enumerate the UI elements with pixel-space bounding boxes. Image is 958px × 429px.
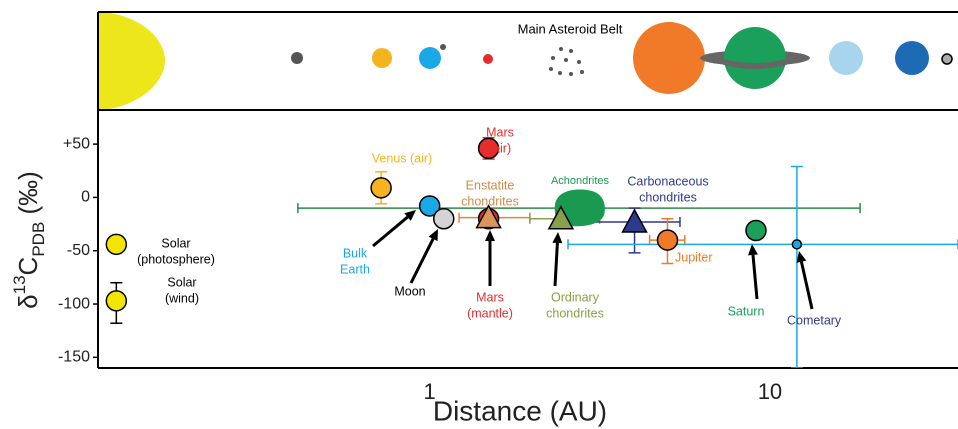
point xyxy=(477,137,500,160)
arrow-head xyxy=(796,251,807,263)
earth xyxy=(419,47,441,69)
y-tick-label: -50 xyxy=(67,242,90,259)
saturn-ring-front xyxy=(723,59,787,69)
point-label: Mars xyxy=(476,290,504,304)
point xyxy=(475,204,502,229)
point xyxy=(432,207,455,230)
y-tick-label: 0 xyxy=(81,189,90,206)
point-label: Moon xyxy=(394,284,425,298)
point-label: (mantle) xyxy=(467,306,513,320)
point-label: Cometary xyxy=(787,313,842,327)
arrow-shaft xyxy=(799,261,814,310)
y-axis-label-part: C xyxy=(13,257,43,276)
point-label: chondrites xyxy=(639,190,697,204)
arrow-shaft xyxy=(372,215,409,248)
point-label: Enstatite xyxy=(466,178,515,192)
arrow-head xyxy=(404,210,416,221)
sun xyxy=(99,13,165,109)
mercury xyxy=(291,52,303,64)
point xyxy=(547,205,575,230)
point-label: Carbonaceous xyxy=(627,174,708,188)
y-axis-label-part: 13 xyxy=(10,275,29,294)
point-label: (wind) xyxy=(165,291,199,305)
labels: Solar (photosphere) Solar (wind) Venus (air)… xyxy=(137,125,842,327)
neptune xyxy=(895,41,929,75)
y-tick-label: -150 xyxy=(58,349,90,366)
point xyxy=(418,195,441,217)
error-bars xyxy=(110,136,958,368)
y-axis-label: δ13CPDB (‰) xyxy=(10,171,48,309)
arrow-head xyxy=(748,244,758,256)
point-label: Bulk xyxy=(343,246,368,260)
moon xyxy=(440,44,446,50)
point-label: Ordinary xyxy=(551,290,600,304)
saturn xyxy=(724,27,786,89)
x-tick-label: 10 xyxy=(758,379,782,404)
point-label: chondrites xyxy=(461,194,519,208)
point-label: Venus (air) xyxy=(372,151,432,165)
point xyxy=(105,290,128,312)
pluto xyxy=(941,53,953,65)
arrow-head xyxy=(428,229,438,242)
y-axis-label-part: δ xyxy=(13,294,43,308)
solar-system-banner: Main Asteroid Belt xyxy=(97,11,958,110)
point-label: Solar xyxy=(167,275,196,289)
arrow-shaft xyxy=(409,238,435,284)
point-label: Saturn xyxy=(728,304,765,318)
point-label: Solar xyxy=(161,236,190,250)
point-label: Earth xyxy=(340,262,370,276)
point-label: (air) xyxy=(489,141,511,155)
y-axis-label-part: PDB xyxy=(29,222,48,257)
point xyxy=(745,219,767,242)
arrow-head xyxy=(485,230,495,241)
mars xyxy=(483,54,493,64)
point xyxy=(105,233,128,256)
point-label: Mars xyxy=(486,125,514,139)
point-label: chondrites xyxy=(546,306,604,320)
point-label: (photosphere) xyxy=(137,252,215,266)
y-tick-label: -100 xyxy=(58,295,90,312)
y-axis-label-part: (‰) xyxy=(13,171,43,222)
arrow-shaft xyxy=(751,254,759,300)
asteroids xyxy=(549,47,584,76)
point-label: Jupiter xyxy=(675,250,713,264)
point-label: Achondrites xyxy=(551,175,610,187)
uranus xyxy=(829,41,863,75)
point xyxy=(370,177,392,199)
jupiter xyxy=(633,22,705,94)
banner-label: Main Asteroid Belt xyxy=(518,21,623,36)
point xyxy=(621,208,648,233)
markers xyxy=(105,137,803,312)
point xyxy=(791,239,803,250)
arrow-head xyxy=(552,232,563,244)
venus xyxy=(372,48,392,68)
x-tick-label: 1 xyxy=(424,379,436,404)
x-axis-label: Distance (AU) xyxy=(433,395,607,426)
arrow-shaft xyxy=(553,242,559,287)
y-tick-label: +50 xyxy=(63,135,90,152)
point xyxy=(656,229,679,251)
x-error-bar xyxy=(567,239,958,250)
y-error-bar xyxy=(790,165,803,368)
